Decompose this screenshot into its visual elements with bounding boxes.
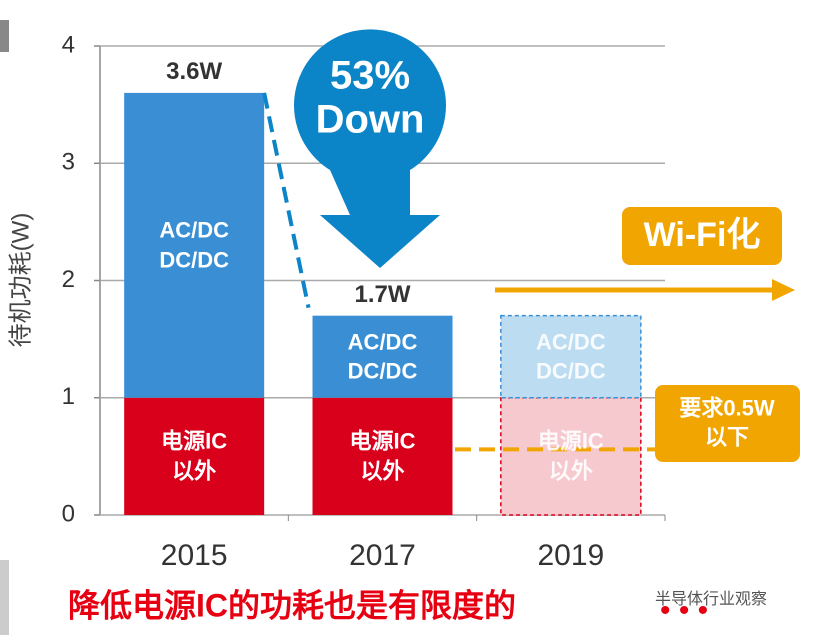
caption-dots: • • • [660,594,708,627]
total-label: 1.7W [354,281,410,308]
requirement-box [655,385,800,462]
callout-arrow: 53% Down [294,29,446,269]
bar-segment [500,314,642,399]
bar-segment [500,397,642,516]
total-label: 3.6W [166,58,222,85]
y-tick-label: 3 [62,149,75,176]
corner-mark [0,560,9,635]
bar-segment [312,397,453,515]
bar-segment [124,397,265,515]
segment-label: 电源IC 以外 [537,428,604,484]
x-tick-label: 2017 [349,539,416,572]
y-tick-label: 1 [62,383,75,410]
caption: 降低电源IC的功耗也是有限度的 [68,587,516,623]
segment-label: AC/DC DC/DC [159,217,229,273]
trend-arrow-head [772,279,795,301]
callout-text: 53% [330,54,410,98]
requirement-label: 要求0.5W 以下 [679,395,775,449]
bar-segment [312,315,453,398]
y-tick-label: 0 [62,500,75,527]
segment-label: 电源IC 以外 [349,428,416,484]
y-tick-label: 4 [62,31,75,58]
trend-box [622,207,782,265]
y-tick-label: 2 [62,266,75,293]
segment-label: AC/DC DC/DC [347,329,418,384]
x-tick-label: 2019 [537,539,604,572]
y-axis-label: 待机功耗(W) [7,213,34,348]
segment-label: 电源IC 以外 [161,428,228,484]
callout-shape [294,29,446,269]
callout-text: Down [316,98,425,142]
watermark: 半导体行业观察 [655,590,767,608]
bar-segment [124,92,265,398]
trend-label: Wi-Fi化 [644,216,761,254]
trend-dash [262,92,311,309]
corner-mark [0,20,9,52]
x-tick-label: 2015 [161,539,228,572]
segment-label: AC/DC DC/DC [535,329,606,384]
